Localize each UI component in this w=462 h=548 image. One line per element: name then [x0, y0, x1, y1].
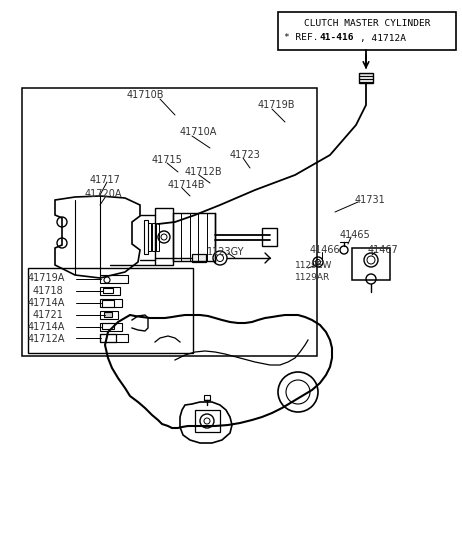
Bar: [155, 208, 173, 265]
Text: 41718: 41718: [33, 286, 64, 296]
Bar: [100, 334, 116, 342]
Bar: [148, 223, 151, 251]
Bar: [102, 300, 114, 307]
Bar: [100, 311, 118, 319]
Text: 41719B: 41719B: [258, 100, 296, 110]
Text: 41717: 41717: [90, 175, 121, 185]
Text: 41467: 41467: [368, 245, 399, 255]
Bar: [100, 275, 128, 283]
Text: 41715: 41715: [152, 155, 183, 165]
Text: 41721: 41721: [33, 310, 64, 320]
Bar: [100, 299, 122, 307]
Bar: [22, 88, 317, 356]
Bar: [204, 395, 210, 400]
Text: 41466: 41466: [310, 245, 340, 255]
Text: 41710A: 41710A: [180, 127, 218, 137]
Bar: [144, 220, 148, 254]
Bar: [278, 12, 456, 50]
Text: 41712A: 41712A: [28, 334, 66, 344]
Text: 41714B: 41714B: [168, 180, 206, 190]
Text: 41714A: 41714A: [28, 322, 66, 332]
Text: 1129EW: 1129EW: [295, 261, 332, 271]
Bar: [359, 73, 373, 83]
Text: 1123GY: 1123GY: [207, 247, 244, 257]
Bar: [104, 312, 112, 317]
Text: 41-416: 41-416: [320, 33, 354, 43]
Text: 1129AR: 1129AR: [295, 272, 330, 282]
Text: 41731: 41731: [355, 195, 386, 205]
Text: * REF.: * REF.: [284, 33, 324, 43]
Text: 41465: 41465: [340, 230, 371, 240]
Text: 41720A: 41720A: [85, 189, 122, 199]
Text: 41712B: 41712B: [185, 167, 223, 177]
Bar: [195, 410, 220, 432]
Bar: [102, 323, 114, 329]
Bar: [192, 254, 206, 262]
Bar: [100, 323, 122, 331]
Bar: [152, 223, 155, 251]
Text: , 41712A: , 41712A: [360, 33, 406, 43]
Text: 41710B: 41710B: [127, 90, 164, 100]
Text: CLUTCH MASTER CYLINDER: CLUTCH MASTER CYLINDER: [304, 19, 430, 27]
Bar: [100, 287, 120, 295]
Bar: [156, 223, 159, 251]
Bar: [28, 268, 193, 353]
Text: 41714A: 41714A: [28, 298, 66, 308]
Text: 41723: 41723: [230, 150, 261, 160]
Bar: [352, 248, 390, 280]
Bar: [262, 228, 277, 246]
Text: 41719A: 41719A: [28, 273, 66, 283]
Bar: [100, 334, 128, 342]
Bar: [103, 288, 113, 293]
